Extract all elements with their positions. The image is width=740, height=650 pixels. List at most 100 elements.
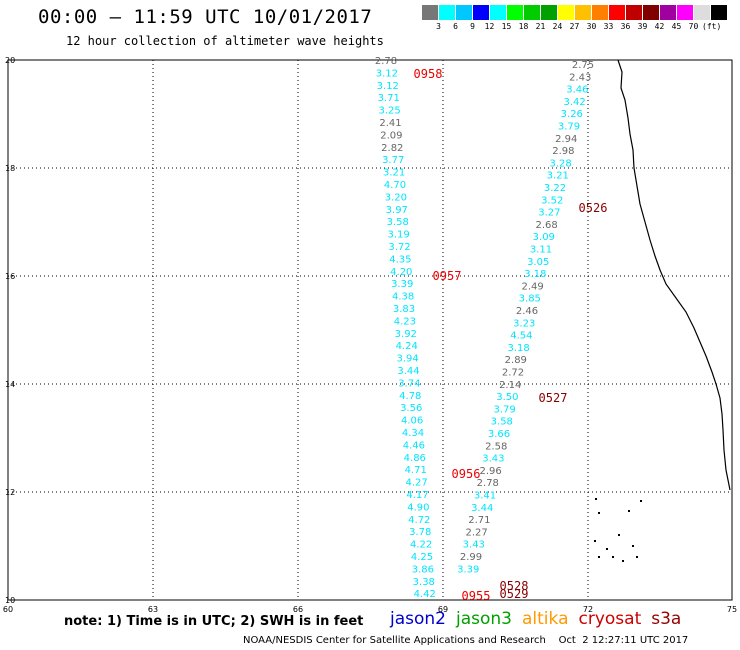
swh-value: 3.94 [396,354,418,365]
swh-value: 2.89 [505,355,527,366]
colorbar-swatch [643,5,660,20]
colorbar-label: (ft) [702,22,722,31]
swh-value: 3.66 [488,429,510,440]
colorbar-swatch [711,5,728,20]
swh-value: 2.75 [572,60,594,71]
colorbar-label: 15 [501,22,512,31]
swh-value: 3.25 [378,106,400,117]
colorbar-swatch [422,5,439,20]
y-tick-label: 20 [5,56,15,65]
swh-value: 2.96 [479,466,501,477]
colorbar-label: 70 [688,22,699,31]
swh-value: 3.77 [382,155,404,166]
colorbar-label: 33 [603,22,614,31]
legend-item: jason2 [390,609,446,629]
colorbar-swatch [541,5,558,20]
swh-value: 3.39 [457,564,479,575]
time-label: 0958 [414,67,443,81]
island-dot [618,534,620,536]
swh-value: 2.49 [521,281,543,292]
colorbar-label: 42 [654,22,665,31]
swh-value: 2.82 [381,143,403,154]
swh-value: 4.86 [404,453,426,464]
swh-value: 3.74 [398,378,420,389]
swh-value: 2.27 [465,527,487,538]
swh-value: 4.22 [410,540,432,551]
map-frame [7,59,733,601]
swh-value: 3.71 [378,93,400,104]
swh-value: 3.26 [561,109,583,120]
island-dot [636,556,638,558]
swh-value: 4.25 [411,552,433,563]
swh-value: 3.43 [482,454,504,465]
colorbar-swatch [677,5,694,20]
swh-value: 3.18 [524,269,546,280]
swh-value: 3.12 [376,68,398,79]
colorbar-label: 24 [552,22,563,31]
legend-item: s3a [651,609,682,629]
swh-value: 3.79 [558,122,580,133]
swh-value: 4.23 [394,316,416,327]
swh-value: 2.68 [535,220,557,231]
swh-value: 2.43 [569,72,591,83]
swh-value: 2.41 [379,118,401,129]
colorbar-label: 12 [484,22,495,31]
colorbar-labels: 3 6 9 12 15 18 21 24 27 30 33 36 39 42 45 70 (ft) [422,20,728,31]
time-label: 0526 [579,201,608,215]
swh-value: 3.21 [547,171,569,182]
island-dot [612,556,614,558]
colorbar-swatch [558,5,575,20]
swh-value: 2.78 [477,478,499,489]
island-dot [598,556,600,558]
swh-value: 3.27 [538,208,560,219]
x-tick-label: 66 [293,605,303,614]
swh-value: 4.35 [389,254,411,265]
swh-value: 4.72 [408,515,430,526]
colorbar-swatch [456,5,473,20]
y-tick-label: 18 [5,164,15,173]
colorbar-swatch [609,5,626,20]
swh-value: 3.12 [377,81,399,92]
legend-item: altika [522,609,569,629]
swh-value: 3.92 [395,329,417,340]
swh-value: 4.34 [402,428,424,439]
swh-value: 4.06 [401,416,423,427]
swh-value: 3.11 [530,245,552,256]
swh-value: 3.09 [533,232,555,243]
swh-value: 4.17 [406,490,428,501]
swh-value: 4.71 [405,465,427,476]
swh-colorbar: 3 6 9 12 15 18 21 24 27 30 33 36 39 42 45 70 (ft) [422,5,728,31]
time-label: 0956 [452,467,481,481]
swh-value: 3.21 [383,168,405,179]
colorbar-label: 9 [470,22,475,31]
swh-value: 3.23 [513,318,535,329]
swh-value: 3.44 [397,366,419,377]
island-dot [632,545,634,547]
colorbar-swatch [575,5,592,20]
swh-value: 3.39 [391,279,413,290]
colorbar-label: 6 [453,22,458,31]
colorbar-swatch [507,5,524,20]
swh-value: 3.97 [386,205,408,216]
swh-value: 2.09 [380,130,402,141]
island-dot [595,498,597,500]
swh-value: 2.72 [502,368,524,379]
colorbar-swatch [626,5,643,20]
swh-value: 3.46 [566,85,588,96]
y-tick-label: 14 [5,380,15,389]
swh-value: 4.46 [403,440,425,451]
colorbar-label: 39 [637,22,648,31]
credit-line: NOAA/NESDIS Center for Satellite Applica… [243,635,689,646]
swh-value: 4.54 [510,331,532,342]
colorbar-swatch [660,5,677,20]
x-tick-label: 63 [148,605,158,614]
x-tick-label: 60 [3,605,13,614]
map-title: 00:00 – 11:59 UTC 10/01/2017 [38,6,373,28]
time-label: 0527 [539,391,568,405]
map-subtitle: 12 hour collection of altimeter wave hei… [66,34,384,48]
y-tick-label: 12 [5,488,15,497]
swh-value: 3.85 [519,294,541,305]
swh-value: 2.14 [499,380,521,391]
swh-value: 4.24 [396,341,418,352]
swh-value: 2.71 [468,515,490,526]
